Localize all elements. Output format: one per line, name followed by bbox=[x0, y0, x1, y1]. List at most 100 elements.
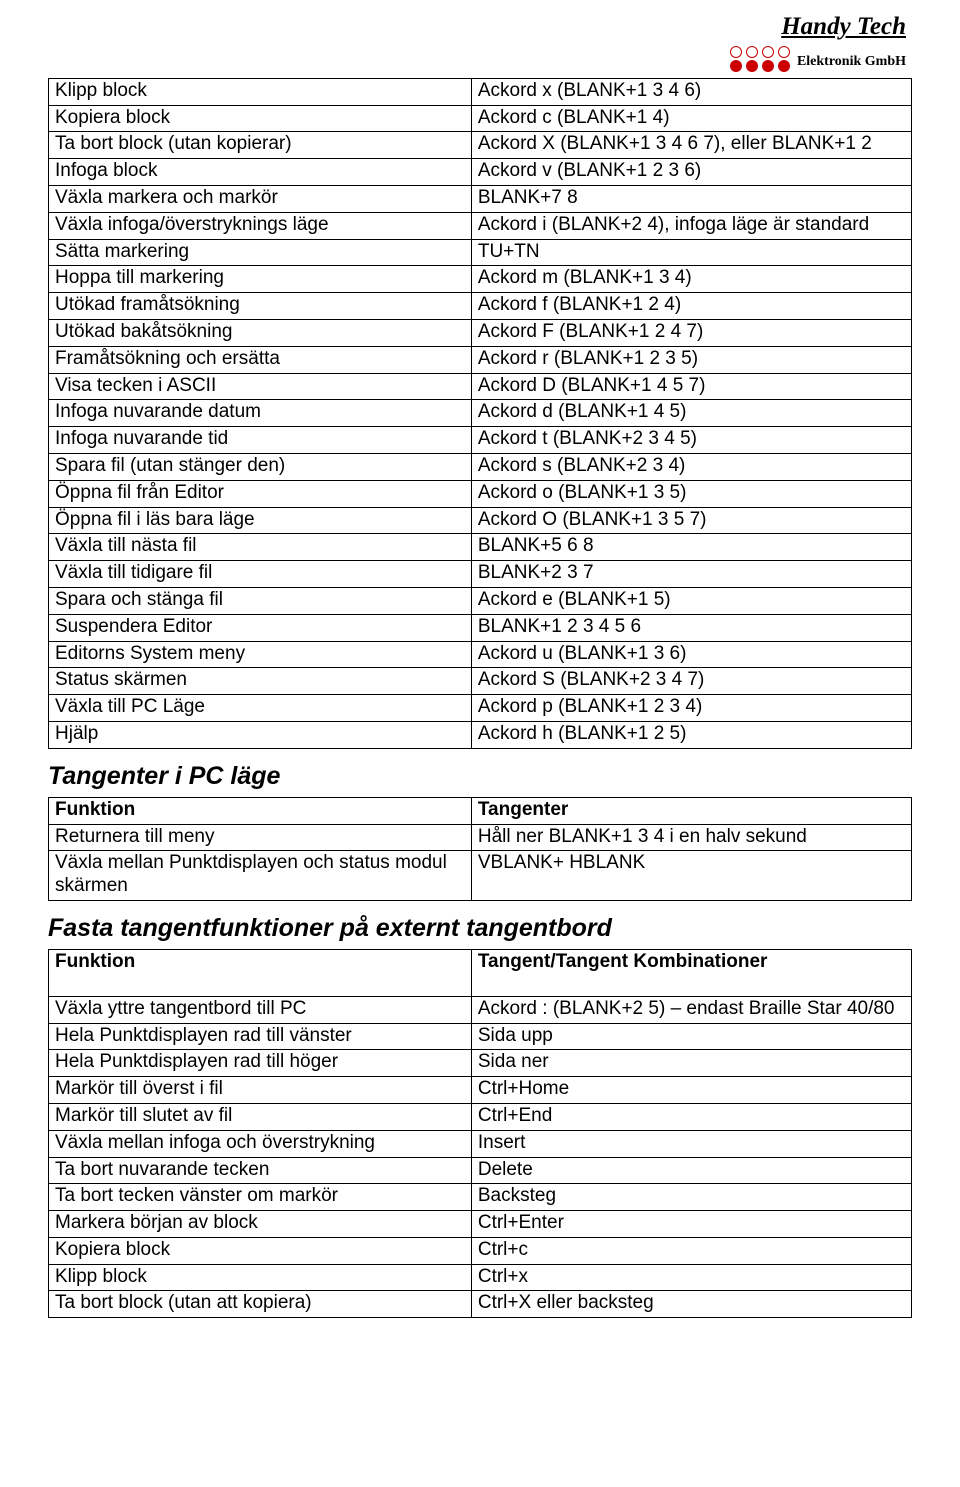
keys-cell: Ackord m (BLANK+1 3 4) bbox=[471, 266, 911, 293]
keys-cell: Ackord i (BLANK+2 4), infoga läge är sta… bbox=[471, 212, 911, 239]
table-row: Ta bort tecken vänster om markörBacksteg bbox=[49, 1184, 912, 1211]
keys-cell: Ackord X (BLANK+1 3 4 6 7), eller BLANK+… bbox=[471, 132, 911, 159]
keys-cell: Ackord v (BLANK+1 2 3 6) bbox=[471, 159, 911, 186]
shortcuts-table-2: FunktionTangenterReturnera till menyHåll… bbox=[48, 797, 912, 901]
table-row: FunktionTangenter bbox=[49, 797, 912, 824]
function-cell: Växla infoga/överstryknings läge bbox=[49, 212, 472, 239]
table-row: Infoga blockAckord v (BLANK+1 2 3 6) bbox=[49, 159, 912, 186]
table-row: Markera början av blockCtrl+Enter bbox=[49, 1211, 912, 1238]
table-row: Returnera till menyHåll ner BLANK+1 3 4 … bbox=[49, 824, 912, 851]
table-row: Spara fil (utan stänger den)Ackord s (BL… bbox=[49, 453, 912, 480]
table-row: Utökad bakåtsökningAckord F (BLANK+1 2 4… bbox=[49, 319, 912, 346]
function-cell: Status skärmen bbox=[49, 668, 472, 695]
shortcuts-table-3: FunktionTangent/Tangent KombinationerVäx… bbox=[48, 949, 912, 1318]
table-row: Infoga nuvarande datumAckord d (BLANK+1 … bbox=[49, 400, 912, 427]
table-row: Öppna fil från EditorAckord o (BLANK+1 3… bbox=[49, 480, 912, 507]
keys-cell: Delete bbox=[471, 1157, 911, 1184]
function-cell: Klipp block bbox=[49, 78, 472, 105]
function-cell: Växla mellan Punktdisplayen och status m… bbox=[49, 851, 472, 901]
table-row: Kopiera blockCtrl+c bbox=[49, 1237, 912, 1264]
function-cell: Suspendera Editor bbox=[49, 614, 472, 641]
function-cell: Växla yttre tangentbord till PC bbox=[49, 996, 472, 1023]
table-row: Växla till tidigare filBLANK+2 3 7 bbox=[49, 561, 912, 588]
table-row: Visa tecken i ASCIIAckord D (BLANK+1 4 5… bbox=[49, 373, 912, 400]
function-cell: Markera början av block bbox=[49, 1211, 472, 1238]
brand-title: Handy Tech bbox=[781, 12, 906, 42]
function-cell: Hela Punktdisplayen rad till höger bbox=[49, 1050, 472, 1077]
brand-dots-icon bbox=[728, 46, 792, 74]
keys-cell: Ackord F (BLANK+1 2 4 7) bbox=[471, 319, 911, 346]
table-row: Framåtsökning och ersättaAckord r (BLANK… bbox=[49, 346, 912, 373]
table-row: Klipp blockCtrl+x bbox=[49, 1264, 912, 1291]
function-cell: Utökad bakåtsökning bbox=[49, 319, 472, 346]
function-cell: Infoga nuvarande datum bbox=[49, 400, 472, 427]
keys-cell: Håll ner BLANK+1 3 4 i en halv sekund bbox=[471, 824, 911, 851]
keys-cell: Ackord e (BLANK+1 5) bbox=[471, 587, 911, 614]
keys-cell: Ackord o (BLANK+1 3 5) bbox=[471, 480, 911, 507]
keys-cell: TU+TN bbox=[471, 239, 911, 266]
keys-cell: Ctrl+Home bbox=[471, 1077, 911, 1104]
function-cell: Editorns System meny bbox=[49, 641, 472, 668]
function-cell: Spara och stänga fil bbox=[49, 587, 472, 614]
function-cell: Hjälp bbox=[49, 721, 472, 748]
keys-cell: Ctrl+X eller backsteg bbox=[471, 1291, 911, 1318]
table-row: Kopiera blockAckord c (BLANK+1 4) bbox=[49, 105, 912, 132]
function-cell: Kopiera block bbox=[49, 105, 472, 132]
table-row: Växla markera och markörBLANK+7 8 bbox=[49, 186, 912, 213]
keys-cell: Ackord d (BLANK+1 4 5) bbox=[471, 400, 911, 427]
brand-subtitle: Elektronik GmbH bbox=[797, 54, 906, 69]
table-row: Utökad framåtsökningAckord f (BLANK+1 2 … bbox=[49, 293, 912, 320]
keys-cell: Ctrl+End bbox=[471, 1103, 911, 1130]
keys-cell: Ackord S (BLANK+2 3 4 7) bbox=[471, 668, 911, 695]
function-cell: Kopiera block bbox=[49, 1237, 472, 1264]
function-cell: Funktion bbox=[49, 797, 472, 824]
table-row: Hoppa till markeringAckord m (BLANK+1 3 … bbox=[49, 266, 912, 293]
table-row: Status skärmenAckord S (BLANK+2 3 4 7) bbox=[49, 668, 912, 695]
keys-cell: Ackord t (BLANK+2 3 4 5) bbox=[471, 427, 911, 454]
shortcuts-table-1: Klipp blockAckord x (BLANK+1 3 4 6)Kopie… bbox=[48, 78, 912, 749]
keys-cell: BLANK+7 8 bbox=[471, 186, 911, 213]
keys-cell: Ackord u (BLANK+1 3 6) bbox=[471, 641, 911, 668]
keys-cell: Tangent/Tangent Kombinationer bbox=[471, 949, 911, 996]
function-cell: Ta bort block (utan kopierar) bbox=[49, 132, 472, 159]
table-row: Växla till nästa filBLANK+5 6 8 bbox=[49, 534, 912, 561]
keys-cell: Ackord c (BLANK+1 4) bbox=[471, 105, 911, 132]
function-cell: Växla mellan infoga och överstrykning bbox=[49, 1130, 472, 1157]
table-row: Markör till slutet av filCtrl+End bbox=[49, 1103, 912, 1130]
keys-cell: Ctrl+x bbox=[471, 1264, 911, 1291]
table-row: HjälpAckord h (BLANK+1 2 5) bbox=[49, 721, 912, 748]
keys-cell: Ackord s (BLANK+2 3 4) bbox=[471, 453, 911, 480]
keys-cell: VBLANK+ HBLANK bbox=[471, 851, 911, 901]
table-row: Spara och stänga filAckord e (BLANK+1 5) bbox=[49, 587, 912, 614]
keys-cell: Tangenter bbox=[471, 797, 911, 824]
keys-cell: Sida upp bbox=[471, 1023, 911, 1050]
table-row: Editorns System menyAckord u (BLANK+1 3 … bbox=[49, 641, 912, 668]
function-cell: Spara fil (utan stänger den) bbox=[49, 453, 472, 480]
table-row: Infoga nuvarande tidAckord t (BLANK+2 3 … bbox=[49, 427, 912, 454]
function-cell: Visa tecken i ASCII bbox=[49, 373, 472, 400]
table-row: Ta bort nuvarande teckenDelete bbox=[49, 1157, 912, 1184]
function-cell: Hela Punktdisplayen rad till vänster bbox=[49, 1023, 472, 1050]
function-cell: Funktion bbox=[49, 949, 472, 996]
table-row: Markör till överst i filCtrl+Home bbox=[49, 1077, 912, 1104]
function-cell: Hoppa till markering bbox=[49, 266, 472, 293]
keys-cell: Ackord O (BLANK+1 3 5 7) bbox=[471, 507, 911, 534]
section-title-external-kb: Fasta tangentfunktioner på externt tange… bbox=[48, 913, 912, 943]
function-cell: Infoga block bbox=[49, 159, 472, 186]
table-row: Klipp blockAckord x (BLANK+1 3 4 6) bbox=[49, 78, 912, 105]
keys-cell: BLANK+2 3 7 bbox=[471, 561, 911, 588]
function-cell: Returnera till meny bbox=[49, 824, 472, 851]
function-cell: Infoga nuvarande tid bbox=[49, 427, 472, 454]
table-row: Sätta markeringTU+TN bbox=[49, 239, 912, 266]
keys-cell: Ctrl+Enter bbox=[471, 1211, 911, 1238]
function-cell: Markör till slutet av fil bbox=[49, 1103, 472, 1130]
keys-cell: BLANK+5 6 8 bbox=[471, 534, 911, 561]
table-row: Växla infoga/överstryknings lägeAckord i… bbox=[49, 212, 912, 239]
keys-cell: Insert bbox=[471, 1130, 911, 1157]
function-cell: Markör till överst i fil bbox=[49, 1077, 472, 1104]
function-cell: Öppna fil i läs bara läge bbox=[49, 507, 472, 534]
table-row: Öppna fil i läs bara lägeAckord O (BLANK… bbox=[49, 507, 912, 534]
function-cell: Framåtsökning och ersätta bbox=[49, 346, 472, 373]
section-title-pc-mode: Tangenter i PC läge bbox=[48, 761, 912, 791]
table-row: Hela Punktdisplayen rad till vänsterSida… bbox=[49, 1023, 912, 1050]
